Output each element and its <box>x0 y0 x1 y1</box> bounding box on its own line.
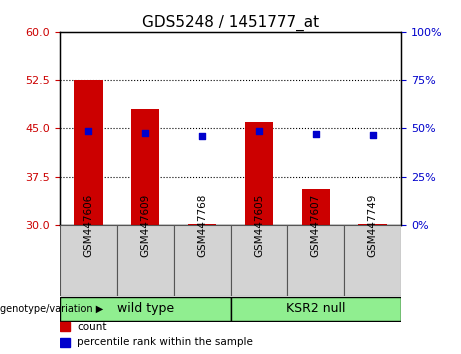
Text: GSM447607: GSM447607 <box>311 193 321 257</box>
Text: wild type: wild type <box>117 302 174 315</box>
Text: GSM447768: GSM447768 <box>197 193 207 257</box>
Text: GSM447749: GSM447749 <box>367 193 378 257</box>
Bar <box>245 122 273 225</box>
Bar <box>301 189 330 225</box>
Bar <box>60 338 70 347</box>
Point <box>312 131 319 137</box>
Text: KSR2 null: KSR2 null <box>286 302 346 315</box>
Text: count: count <box>77 321 106 332</box>
Bar <box>188 223 216 225</box>
Bar <box>131 109 160 225</box>
Bar <box>230 225 287 296</box>
Text: GSM447609: GSM447609 <box>140 193 150 257</box>
Bar <box>358 223 387 225</box>
Point <box>142 130 149 136</box>
Bar <box>230 297 401 321</box>
Bar <box>74 80 102 225</box>
Point <box>198 133 206 139</box>
Text: percentile rank within the sample: percentile rank within the sample <box>77 337 253 348</box>
Bar <box>60 297 230 321</box>
Bar <box>344 225 401 296</box>
Bar <box>60 322 70 331</box>
Text: GSM447606: GSM447606 <box>83 193 94 257</box>
Bar <box>117 225 174 296</box>
Text: genotype/variation ▶: genotype/variation ▶ <box>0 304 103 314</box>
Bar <box>287 225 344 296</box>
Bar <box>174 225 230 296</box>
Text: GSM447605: GSM447605 <box>254 193 264 257</box>
Title: GDS5248 / 1451777_at: GDS5248 / 1451777_at <box>142 14 319 30</box>
Bar <box>60 225 117 296</box>
Point <box>255 129 263 134</box>
Point <box>369 132 376 138</box>
Point <box>85 129 92 134</box>
